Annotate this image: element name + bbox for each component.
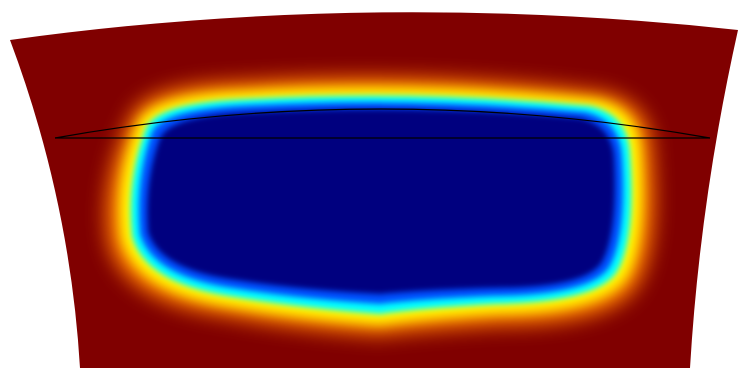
core-region bbox=[147, 109, 615, 294]
outline-upper-arc bbox=[54, 108, 711, 139]
